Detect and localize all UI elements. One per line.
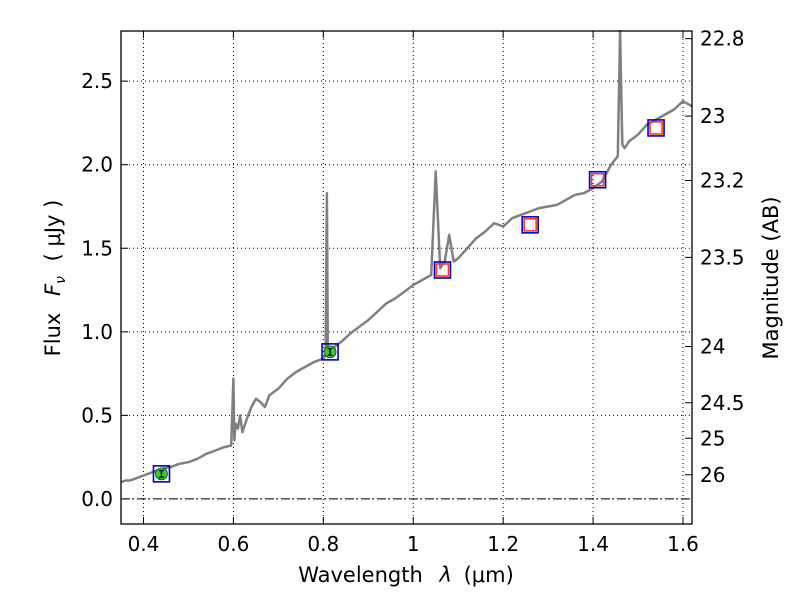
model-photometry-marker bbox=[647, 119, 665, 137]
magnitude-tick-label: 22.8 bbox=[700, 27, 745, 51]
x-axis-label-unit: (μm) bbox=[464, 563, 514, 587]
ticks: 0.4 0.6 0.8 1 1.2 1.4 1.6 0.0 0.5 1.0 1.5 2.0 2.5 22.… bbox=[81, 27, 744, 556]
series-layer bbox=[120, 29, 693, 484]
upper-limit-marker bbox=[590, 172, 605, 187]
model-photometry-marker bbox=[321, 343, 339, 361]
x-tick-label: 0.8 bbox=[307, 532, 339, 556]
plot-frame bbox=[120, 30, 693, 525]
y-axis-label-symbol: F bbox=[41, 283, 65, 296]
x-axis-label-text: Wavelength bbox=[298, 563, 423, 587]
photometry-markers bbox=[152, 119, 665, 483]
x-tick-label: 1.2 bbox=[487, 532, 519, 556]
magnitude-tick-label: 24.5 bbox=[700, 391, 745, 415]
upper-limit-marker bbox=[435, 263, 450, 277]
y-tick-label: 1.0 bbox=[81, 320, 113, 344]
magnitude-tick-label: 23.2 bbox=[700, 168, 745, 192]
y-tick-label: 2.0 bbox=[81, 153, 113, 177]
x-axis-label: Wavelength λ (μm) bbox=[298, 563, 514, 587]
magnitude-tick-label: 26 bbox=[700, 463, 725, 487]
magnitude-tick-label: 23 bbox=[700, 104, 725, 128]
model-photometry-marker bbox=[588, 170, 607, 189]
magnitude-tick-label: 23.5 bbox=[700, 245, 745, 269]
y-axis-label-unit: ( μJy ) bbox=[41, 200, 65, 262]
upper-limit-marker bbox=[523, 218, 537, 232]
x-tick-label: 0.4 bbox=[128, 532, 160, 556]
x-axis-label-symbol: λ bbox=[438, 563, 451, 587]
model-photometry-marker bbox=[152, 465, 171, 483]
y-axis-label-text: Flux bbox=[41, 313, 65, 357]
y-tick-label: 0.5 bbox=[81, 403, 113, 427]
magnitude-tick-label: 24 bbox=[700, 335, 725, 359]
y-tick-label: 0.0 bbox=[81, 487, 113, 511]
x-tick-label: 1.4 bbox=[577, 532, 609, 556]
y-axis-label: Flux Fν ( μJy ) bbox=[41, 200, 70, 357]
grid-lines bbox=[121, 31, 692, 524]
y-tick-label: 2.5 bbox=[81, 69, 113, 93]
y-axis-label-subscript: ν bbox=[53, 276, 69, 284]
y-tick-label: 1.5 bbox=[81, 236, 113, 260]
x-tick-label: 1 bbox=[407, 532, 420, 556]
magnitude-tick-label: 25 bbox=[700, 426, 725, 450]
x-tick-label: 0.6 bbox=[217, 532, 249, 556]
spectrum-line bbox=[120, 29, 693, 484]
model-photometry-marker bbox=[521, 216, 539, 234]
magnitude-axis-label: Magnitude (AB) bbox=[759, 196, 783, 359]
x-tick-label: 1.6 bbox=[667, 532, 699, 556]
model-photometry-marker bbox=[433, 261, 452, 279]
upper-limit-marker bbox=[649, 121, 663, 135]
